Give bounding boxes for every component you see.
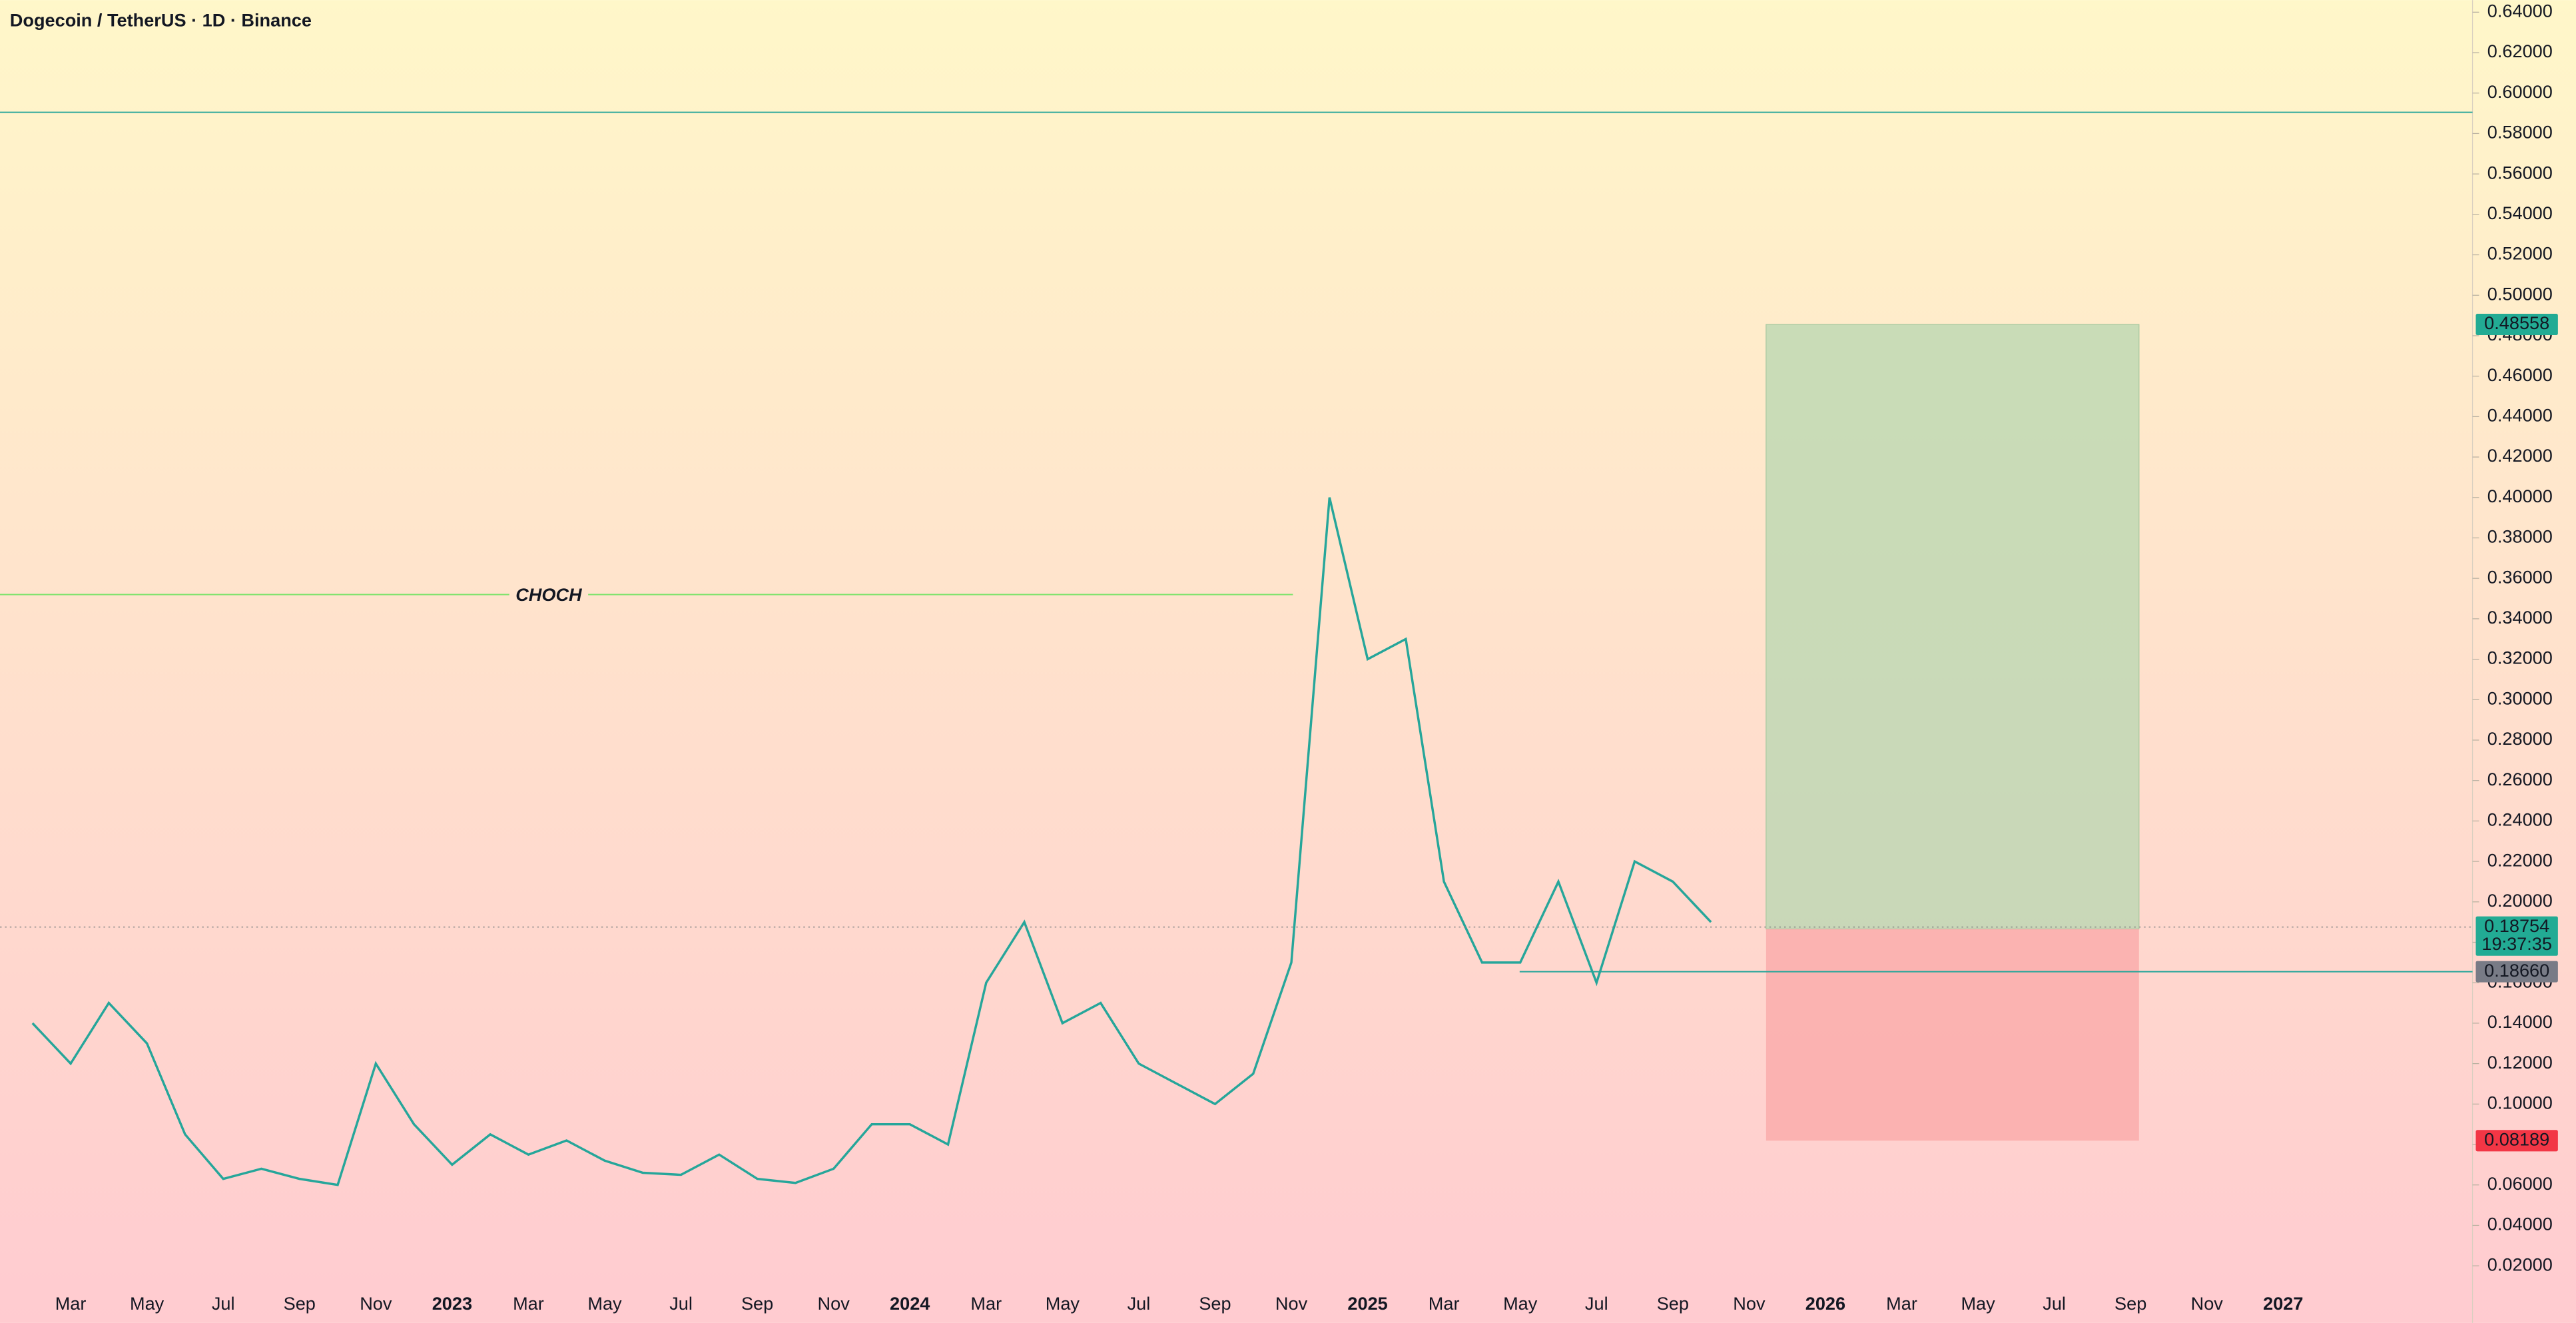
y-tick-label: 0.26000 [2487,769,2553,789]
choch-label: CHOCH [515,584,583,605]
y-tick-label: 0.46000 [2487,364,2553,385]
y-tick-label: 0.52000 [2487,243,2553,264]
target-tag [2475,313,2558,336]
x-tick-label: Mar [1886,1293,1917,1314]
loss-zone [1766,929,2139,1141]
y-tick-label: 0.14000 [2487,1011,2553,1032]
x-tick-label: May [1961,1293,1995,1314]
x-tick-label: Mar [970,1293,1002,1314]
x-tick-label: 2023 [432,1293,472,1314]
y-tick-label: 0.38000 [2487,526,2553,547]
x-tick-label: Sep [741,1293,773,1314]
x-tick-label: Mar [513,1293,544,1314]
chart-title: Dogecoin / TetherUS · 1D · Binance [10,9,312,30]
entry-tag-label: 0.18660 [2484,960,2549,981]
y-tick-label: 0.04000 [2487,1214,2553,1234]
y-tick-label: 0.44000 [2487,405,2553,426]
x-tick-label: Jul [669,1293,693,1314]
x-tick-label: Jul [212,1293,235,1314]
y-tick-label: 0.36000 [2487,566,2553,587]
x-tick-label: 2024 [890,1293,930,1314]
x-tick-label: 2025 [1347,1293,1387,1314]
x-tick-label: Mar [1429,1293,1460,1314]
last-price-tag-label: 0.18754 [2484,915,2549,936]
y-tick-label: 0.20000 [2487,890,2553,911]
x-tick-label: Jul [1585,1293,1608,1314]
x-tick-label: Nov [818,1293,850,1314]
stop-tag [2475,1130,2558,1152]
profit-zone [1766,324,2140,930]
y-tick-label: 0.30000 [2487,687,2553,708]
y-tick-label: 0.62000 [2487,41,2553,61]
y-tick-label: 0.50000 [2487,283,2553,304]
y-tick-label: 0.32000 [2487,648,2553,668]
y-tick-label: 0.42000 [2487,445,2553,466]
y-tick-label: 0.06000 [2487,1173,2553,1194]
y-tick-label: 0.58000 [2487,122,2553,143]
x-tick-label: 2026 [1805,1293,1845,1314]
x-tick-label: Sep [1199,1293,1231,1314]
last-price-tag [2475,916,2558,956]
x-tick-label: Mar [55,1293,87,1314]
x-tick-label: Nov [2191,1293,2224,1314]
y-tick-label: 0.28000 [2487,728,2553,749]
x-tick-label: May [587,1293,622,1314]
countdown: 19:37:35 [2481,933,2552,954]
y-tick-label: 0.02000 [2487,1254,2553,1274]
y-tick-label: 0.34000 [2487,607,2553,628]
y-tick-label: 0.12000 [2487,1052,2553,1073]
x-tick-label: Sep [1657,1293,1689,1314]
entry-tag [2475,961,2558,983]
y-tick-label: 0.64000 [2487,0,2553,21]
x-tick-label: Sep [2114,1293,2146,1314]
target-tag-label: 0.48558 [2484,312,2549,333]
x-tick-label: May [1046,1293,1080,1314]
price-line [31,497,1712,1186]
y-tick-label: 0.54000 [2487,203,2553,223]
x-tick-label: 2027 [2263,1293,2303,1314]
y-tick-label: 0.10000 [2487,1092,2553,1112]
x-tick-label: Jul [1127,1293,1151,1314]
x-tick-label: Jul [2043,1293,2066,1314]
x-tick-label: Nov [360,1293,392,1314]
stop-tag-label: 0.08189 [2484,1128,2549,1149]
x-tick-label: May [130,1293,164,1314]
y-tick-label: 0.40000 [2487,486,2553,506]
x-tick-label: Nov [1733,1293,1766,1314]
x-tick-label: Sep [284,1293,316,1314]
y-tick-label: 0.60000 [2487,81,2553,102]
y-tick-label: 0.24000 [2487,809,2553,830]
y-tick-label: 0.56000 [2487,162,2553,183]
y-tick-label: 0.22000 [2487,849,2553,870]
x-tick-label: Nov [1275,1293,1308,1314]
x-tick-label: May [1503,1293,1538,1314]
